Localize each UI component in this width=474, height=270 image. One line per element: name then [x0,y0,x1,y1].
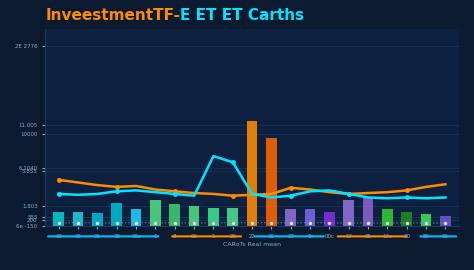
Bar [285,209,296,227]
Bar [150,200,161,227]
Bar [324,211,335,227]
Bar [54,211,64,227]
Text: InveestmentTF-: InveestmentTF- [45,8,180,23]
Bar [266,139,277,227]
Bar [189,206,200,227]
Bar [247,121,257,227]
Text: E ET ET Carths: E ET ET Carths [180,8,304,23]
Bar [382,209,393,227]
Bar [170,204,180,227]
Bar [440,216,451,227]
Bar [92,213,103,227]
X-axis label: CARoTs Real mean: CARoTs Real mean [223,242,281,247]
Bar [208,208,219,227]
Bar [421,214,431,227]
Bar [401,211,412,227]
Bar [73,212,83,227]
Bar [111,203,122,227]
Bar [228,208,238,227]
Bar [344,200,354,227]
Bar [363,197,374,227]
Bar [305,209,316,227]
Bar [131,209,141,227]
